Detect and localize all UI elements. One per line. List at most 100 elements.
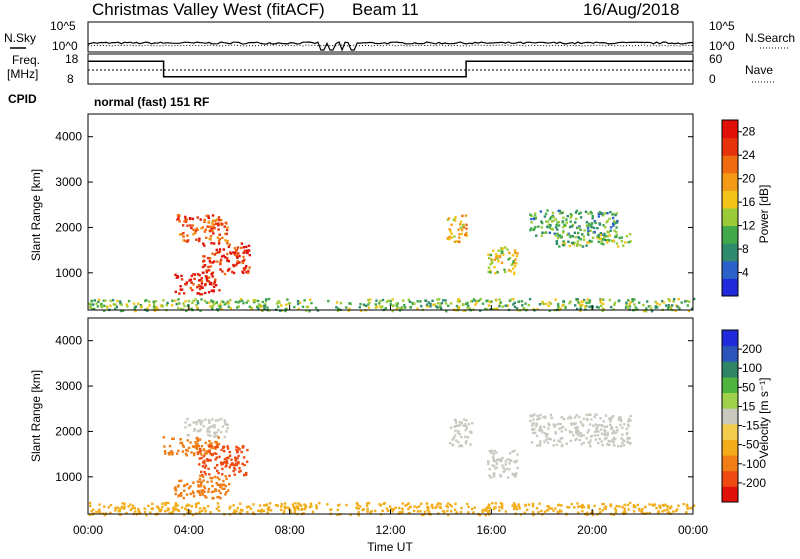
scatter-cell [690, 506, 693, 510]
scatter-cell [246, 249, 250, 252]
scatter-cell [279, 508, 283, 512]
scatter-cell [623, 503, 626, 507]
scatter-cell [498, 506, 501, 509]
scatter-cell [294, 502, 297, 505]
colorbar-segment [722, 345, 738, 362]
scatter-cell [597, 212, 600, 216]
scatter-cell [242, 302, 245, 305]
scatter-cell [540, 509, 543, 513]
scatter-cell [211, 275, 214, 278]
scatter-cell [459, 226, 462, 229]
scatter-cell [577, 226, 580, 230]
scatter-cell [243, 473, 246, 477]
scatter-cell [201, 465, 205, 468]
scatter-cell [209, 459, 212, 462]
scatter-cell [557, 306, 560, 309]
scatter-cell [217, 471, 220, 475]
scatter-cell [95, 302, 98, 305]
scatter-cell [548, 507, 551, 510]
scatter-cell [206, 430, 209, 433]
scatter-cell [212, 242, 216, 245]
scatter-cell [215, 251, 218, 255]
scatter-cell [186, 224, 189, 227]
scatter-cell [524, 503, 527, 507]
scatter-cell [163, 450, 167, 453]
scatter-cell [575, 209, 579, 212]
scatter-cell [408, 512, 412, 515]
x-tick-label: 20:00 [577, 523, 607, 537]
scatter-cell [182, 496, 185, 500]
scatter-cell [547, 223, 550, 226]
scatter-cell [511, 254, 515, 257]
noise-left-tick-hi: 10^5 [50, 19, 76, 33]
scatter-cell [182, 232, 185, 235]
scatter-cell [233, 247, 236, 250]
scatter-cell [620, 236, 623, 239]
scatter-cell [191, 288, 194, 292]
scatter-cell [484, 507, 488, 510]
scatter-cell [103, 513, 107, 517]
colorbar-tick-label: 50 [742, 380, 756, 394]
scatter-cell [206, 505, 210, 508]
scatter-cell [164, 452, 167, 455]
scatter-cell [447, 304, 450, 307]
scatter-cell [491, 307, 494, 311]
scatter-cell [580, 300, 583, 303]
colorbar-tick-label: 28 [742, 125, 756, 139]
scatter-cell [552, 423, 555, 426]
scatter-cell [197, 501, 200, 505]
scatter-cell [581, 504, 584, 508]
scatter-cell [357, 507, 360, 510]
scatter-cell [282, 511, 285, 514]
scatter-cell [174, 508, 177, 511]
scatter-cell [599, 428, 603, 431]
scatter-cell [574, 221, 577, 224]
scatter-cell [597, 215, 600, 218]
scatter-cell [545, 302, 548, 306]
scatter-cell [190, 451, 193, 454]
scatter-cell [367, 298, 370, 302]
scatter-cell [615, 233, 618, 237]
scatter-cell [419, 510, 422, 513]
scatter-cell [457, 300, 460, 304]
scatter-cell [348, 307, 351, 311]
scatter-cell [201, 419, 204, 423]
scatter-cell [118, 508, 121, 511]
scatter-cell [507, 269, 511, 272]
scatter-cell [619, 416, 622, 419]
scatter-cell [229, 306, 232, 310]
scatter-cell [601, 509, 604, 512]
scatter-cell [521, 304, 524, 307]
scatter-cell [202, 485, 206, 488]
scatter-cell [245, 265, 248, 268]
scatter-cell [532, 307, 535, 311]
scatter-cell [231, 462, 234, 465]
scatter-cell [588, 423, 592, 426]
scatter-cell [177, 217, 180, 220]
scatter-cell [462, 226, 466, 229]
scatter-cell [461, 214, 464, 218]
scatter-cell [228, 474, 231, 477]
scatter-cell [301, 507, 304, 511]
scatter-cell [593, 230, 596, 234]
nave-label: Nave [745, 63, 773, 77]
scatter-cell [336, 309, 340, 312]
scatter-cell [184, 220, 188, 223]
scatter-cell [499, 459, 503, 463]
scatter-cell [577, 511, 580, 514]
scatter-cell [578, 438, 581, 442]
scatter-cell [198, 237, 201, 240]
colorbar-segment [722, 120, 738, 139]
scatter-cell [370, 510, 373, 513]
scatter-cell [576, 226, 579, 230]
scatter-cell [431, 503, 434, 507]
scatter-cell [685, 511, 688, 514]
scatter-cell [479, 297, 482, 301]
scatter-cell [359, 505, 362, 508]
scatter-cell [235, 445, 238, 448]
scatter-cell [601, 238, 604, 241]
scatter-cell [412, 509, 416, 513]
scatter-cell [209, 434, 212, 437]
scatter-cell [671, 304, 674, 307]
scatter-cell [238, 448, 241, 451]
